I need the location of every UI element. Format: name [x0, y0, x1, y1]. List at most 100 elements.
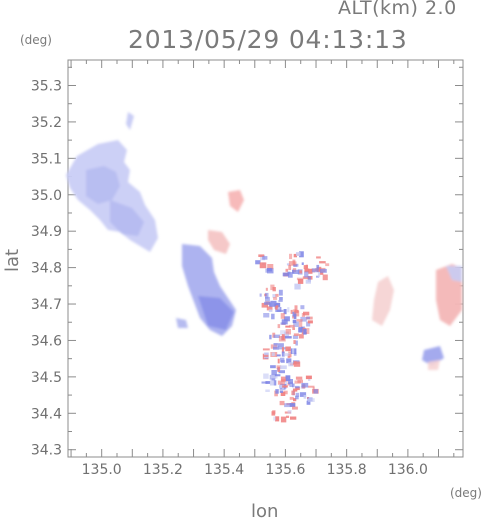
echo-speck [277, 380, 285, 385]
echo-speck [299, 392, 307, 397]
echo-speck [308, 378, 311, 381]
echo-speck [258, 254, 265, 257]
echo-speck [280, 391, 286, 396]
echo-speck [263, 354, 269, 358]
echo-speck [265, 287, 268, 291]
echo-speck [283, 316, 290, 322]
echo-speck [261, 381, 268, 384]
echo-speck [288, 362, 293, 367]
altitude-label: ALT(km) 2.0 [338, 0, 457, 19]
echo-speck [293, 321, 299, 327]
echo-speck [288, 265, 292, 271]
echo-speck [302, 276, 310, 280]
echo-speck [299, 251, 304, 258]
echo-speck [273, 334, 281, 338]
echo-speck [280, 313, 285, 319]
echo-speck [278, 300, 283, 302]
echo-speck [301, 382, 309, 388]
echo-speck [270, 300, 277, 307]
echo-speck [275, 306, 278, 310]
echo-speck [271, 370, 277, 376]
echo-speck [305, 264, 308, 269]
echo-speck [300, 316, 307, 322]
echo-speck [277, 358, 280, 364]
echo-speck [281, 347, 285, 353]
echo-speck [277, 324, 281, 329]
echo-speck [325, 263, 330, 267]
echo-speck [284, 403, 291, 408]
echo-speck [293, 310, 300, 317]
echo-speck [293, 352, 297, 356]
echo-speck [279, 384, 282, 388]
echo-speck [265, 292, 269, 299]
echo-speck [270, 365, 276, 369]
echo-speck [279, 390, 284, 393]
echo-speck [269, 302, 272, 308]
echo-speck [283, 309, 287, 315]
echo-speck [303, 311, 310, 316]
echo-central-scatter [255, 251, 330, 423]
echo-speck [292, 327, 295, 330]
echo-speck [289, 396, 294, 400]
echo-speck [292, 335, 299, 339]
echo-speck [293, 253, 297, 258]
echo-speck [284, 381, 287, 386]
echo-speck [301, 262, 304, 265]
echo-speck [287, 410, 292, 414]
echo-speck [319, 261, 326, 264]
echo-speck [267, 268, 272, 272]
echo-speck [295, 387, 300, 391]
y-tick-label: 34.5 [31, 370, 62, 386]
echo-speck [297, 279, 304, 284]
echo-speck [293, 313, 297, 320]
echo-speck [261, 302, 269, 308]
echo-speck [279, 365, 287, 370]
echo-speck [292, 406, 298, 410]
y-tick-label: 34.3 [31, 443, 62, 459]
echo-speck [287, 379, 293, 384]
x-tick-label: 135.6 [265, 462, 305, 478]
echo-speck [265, 389, 270, 392]
echo-speck [289, 253, 293, 260]
echo-speck [294, 283, 301, 290]
echo-pink-north [208, 190, 244, 254]
echo-speck [285, 346, 291, 352]
echo-speck [278, 289, 283, 296]
echo-speck [300, 305, 305, 310]
echo-speck [263, 373, 269, 379]
echo-speck [280, 330, 286, 335]
echo-speck [295, 340, 298, 346]
echo-speck [316, 264, 320, 270]
echo-speck [293, 361, 301, 367]
echo-speck [289, 324, 295, 328]
echo-speck [279, 400, 285, 406]
y-tick-label: 35.0 [31, 188, 62, 204]
y-tick-label: 34.9 [31, 224, 62, 240]
echo-speck [316, 256, 321, 259]
echo-speck [275, 302, 281, 307]
echo-speck [316, 275, 320, 278]
x-tick-label: 135.8 [327, 462, 367, 478]
echo-speck [292, 309, 297, 312]
echo-speck [275, 307, 282, 312]
echo-speck [273, 380, 277, 386]
echo-speck [284, 336, 292, 339]
echo-central-blue [176, 244, 236, 336]
echo-west-region [66, 112, 158, 252]
echo-speck [295, 385, 300, 389]
echo-speck [265, 296, 270, 302]
echo-speck [282, 385, 288, 388]
axis-ticks [68, 60, 463, 457]
echo-speck [306, 316, 310, 320]
x-tick-label: 135.2 [143, 462, 183, 478]
echo-speck [263, 313, 270, 318]
echo-speck [286, 415, 290, 418]
y-unit-label: (deg) [20, 33, 52, 47]
echo-speck [266, 306, 273, 311]
echo-speck [275, 293, 279, 297]
echo-speck [283, 390, 288, 395]
echo-speck [292, 319, 297, 324]
echo-speck [290, 309, 293, 314]
echo-speck [270, 284, 275, 291]
echo-speck [281, 351, 285, 357]
